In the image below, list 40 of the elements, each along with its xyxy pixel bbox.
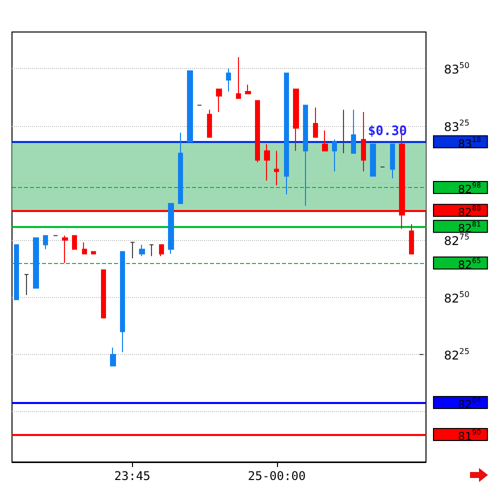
candlestick [216,88,222,113]
x-tick-label: 23:45 [114,469,150,483]
candlestick [409,224,414,254]
candlestick [91,251,96,254]
candlestick [322,130,328,152]
candlestick [332,139,337,172]
candlestick [72,235,77,250]
candlestick [255,100,260,163]
candlestick [207,109,212,138]
candlestick [342,109,347,154]
candlestick [101,269,106,318]
candlestick [139,244,145,257]
candlestick [274,150,279,186]
candlestick [168,203,174,254]
candlestick [303,104,308,206]
candlestick [226,68,231,92]
candlestick [82,242,87,254]
x-tick-label: 25-00:00 [248,469,306,483]
candlestick [313,106,318,138]
candlestick [361,112,366,172]
candlestick [110,347,116,366]
candlestick [351,109,356,154]
candlestick [390,144,395,179]
candlestick [120,251,125,353]
candlestick [14,244,19,300]
candlestick [264,144,270,182]
candlestick [33,237,39,289]
candlestick [159,244,164,257]
candlestick [187,70,193,142]
candlestick [149,244,154,257]
candlestick [43,235,48,250]
candlestick [370,144,376,177]
candlestick [62,235,68,264]
candlestick [236,56,241,99]
candlestick [130,242,135,259]
candlestick [284,72,289,195]
candlestick [24,274,29,296]
candlestick [178,132,183,204]
candlestick [293,88,299,152]
candlestick [245,84,251,94]
